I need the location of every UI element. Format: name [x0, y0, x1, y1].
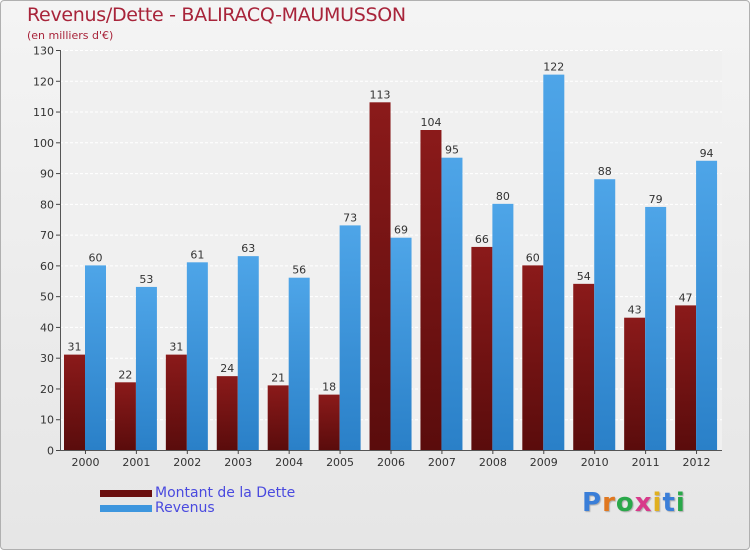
data-label: 69 — [394, 224, 408, 237]
data-label: 56 — [292, 264, 306, 277]
x-tick-label: 2002 — [173, 456, 201, 469]
bar-revenue — [135, 286, 157, 450]
bar-debt — [267, 385, 289, 450]
data-label: 95 — [445, 144, 459, 157]
data-label: 73 — [343, 211, 357, 224]
logo-letter: o — [615, 488, 635, 518]
bar-debt — [318, 394, 340, 450]
bar-revenue — [492, 203, 514, 450]
data-label: 104 — [420, 116, 441, 129]
bar-revenue — [696, 160, 718, 450]
data-label: 24 — [220, 362, 234, 375]
bar-debt — [522, 265, 544, 450]
chart-subtitle: (en milliers d'€) — [27, 29, 114, 42]
data-label: 80 — [496, 190, 510, 203]
legend-swatch-revenue — [100, 505, 152, 512]
legend-label-revenue: Revenus — [155, 500, 215, 516]
y-tick-label: 110 — [33, 106, 54, 119]
y-tick-label: 130 — [33, 45, 54, 58]
bar-revenue — [339, 225, 361, 450]
y-tick-label: 50 — [40, 291, 54, 304]
data-label: 53 — [139, 273, 153, 286]
data-label: 94 — [700, 147, 714, 160]
x-tick-label: 2012 — [683, 456, 711, 469]
x-tick-label: 2001 — [122, 456, 150, 469]
x-tick-label: 2011 — [632, 456, 660, 469]
x-tick-label: 2008 — [479, 456, 507, 469]
data-label: 88 — [598, 165, 612, 178]
data-label: 43 — [628, 304, 642, 317]
y-tick-label: 0 — [47, 445, 54, 458]
data-label: 18 — [322, 381, 336, 394]
y-tick-label: 70 — [40, 229, 54, 242]
bar-revenue — [645, 206, 667, 450]
bar-revenue — [186, 262, 208, 450]
bar-debt — [165, 354, 187, 450]
y-tick-label: 40 — [40, 321, 54, 334]
bar-revenue — [288, 277, 310, 450]
bar-debt — [573, 283, 595, 450]
x-tick-label: 2010 — [581, 456, 609, 469]
bar-debt — [114, 382, 136, 450]
x-tick-label: 2000 — [71, 456, 99, 469]
data-label: 63 — [241, 242, 255, 255]
bar-debt — [64, 354, 85, 450]
logo-letter: i — [675, 488, 686, 518]
bar-revenue — [390, 237, 412, 450]
data-label: 60 — [526, 251, 540, 264]
y-tick-label: 100 — [33, 137, 54, 150]
bar-debt — [369, 102, 391, 451]
bar-revenue — [237, 256, 259, 450]
x-tick-label: 2009 — [530, 456, 558, 469]
bar-revenue — [543, 74, 565, 450]
x-tick-label: 2006 — [377, 456, 405, 469]
logo-letter: x — [634, 488, 653, 518]
bar-debt — [471, 246, 493, 450]
x-tick-label: 2003 — [224, 456, 252, 469]
y-tick-label: 90 — [40, 168, 54, 181]
legend-label-debt: Montant de la Dette — [155, 485, 296, 501]
data-label: 66 — [475, 233, 489, 246]
y-tick-label: 60 — [40, 260, 54, 273]
bar-debt — [675, 305, 697, 450]
data-label: 47 — [679, 291, 693, 304]
bar-revenue — [441, 157, 463, 450]
bar-revenue — [594, 179, 616, 450]
data-label: 60 — [89, 251, 103, 264]
data-label: 31 — [68, 341, 82, 354]
y-tick-label: 10 — [40, 414, 54, 427]
data-label: 61 — [190, 248, 204, 261]
logo-letter: i — [652, 488, 663, 518]
proxiti-logo: Proxiti — [582, 488, 686, 518]
y-tick-label: 30 — [40, 352, 54, 365]
y-tick-label: 120 — [33, 75, 54, 88]
chart-title: Revenus/Dette - BALIRACQ-MAUMUSSON — [27, 4, 406, 26]
data-label: 54 — [577, 270, 591, 283]
data-label: 21 — [271, 371, 285, 384]
data-label: 113 — [370, 88, 391, 101]
x-tick-label: 2007 — [428, 456, 456, 469]
data-label: 122 — [543, 61, 564, 74]
y-tick-label: 80 — [40, 198, 54, 211]
bar-revenue — [85, 265, 106, 450]
logo-letter: t — [662, 488, 676, 518]
x-tick-label: 2004 — [275, 456, 303, 469]
y-tick-label: 20 — [40, 383, 54, 396]
data-label: 31 — [169, 341, 183, 354]
legend-swatch-debt — [100, 490, 152, 497]
x-tick-label: 2005 — [326, 456, 354, 469]
data-label: 22 — [118, 368, 132, 381]
bar-debt — [624, 317, 646, 450]
logo-letter: P — [582, 488, 603, 518]
bar-debt — [420, 130, 442, 450]
data-label: 79 — [649, 193, 663, 206]
logo-letter: r — [602, 488, 616, 518]
bar-debt — [216, 376, 238, 450]
